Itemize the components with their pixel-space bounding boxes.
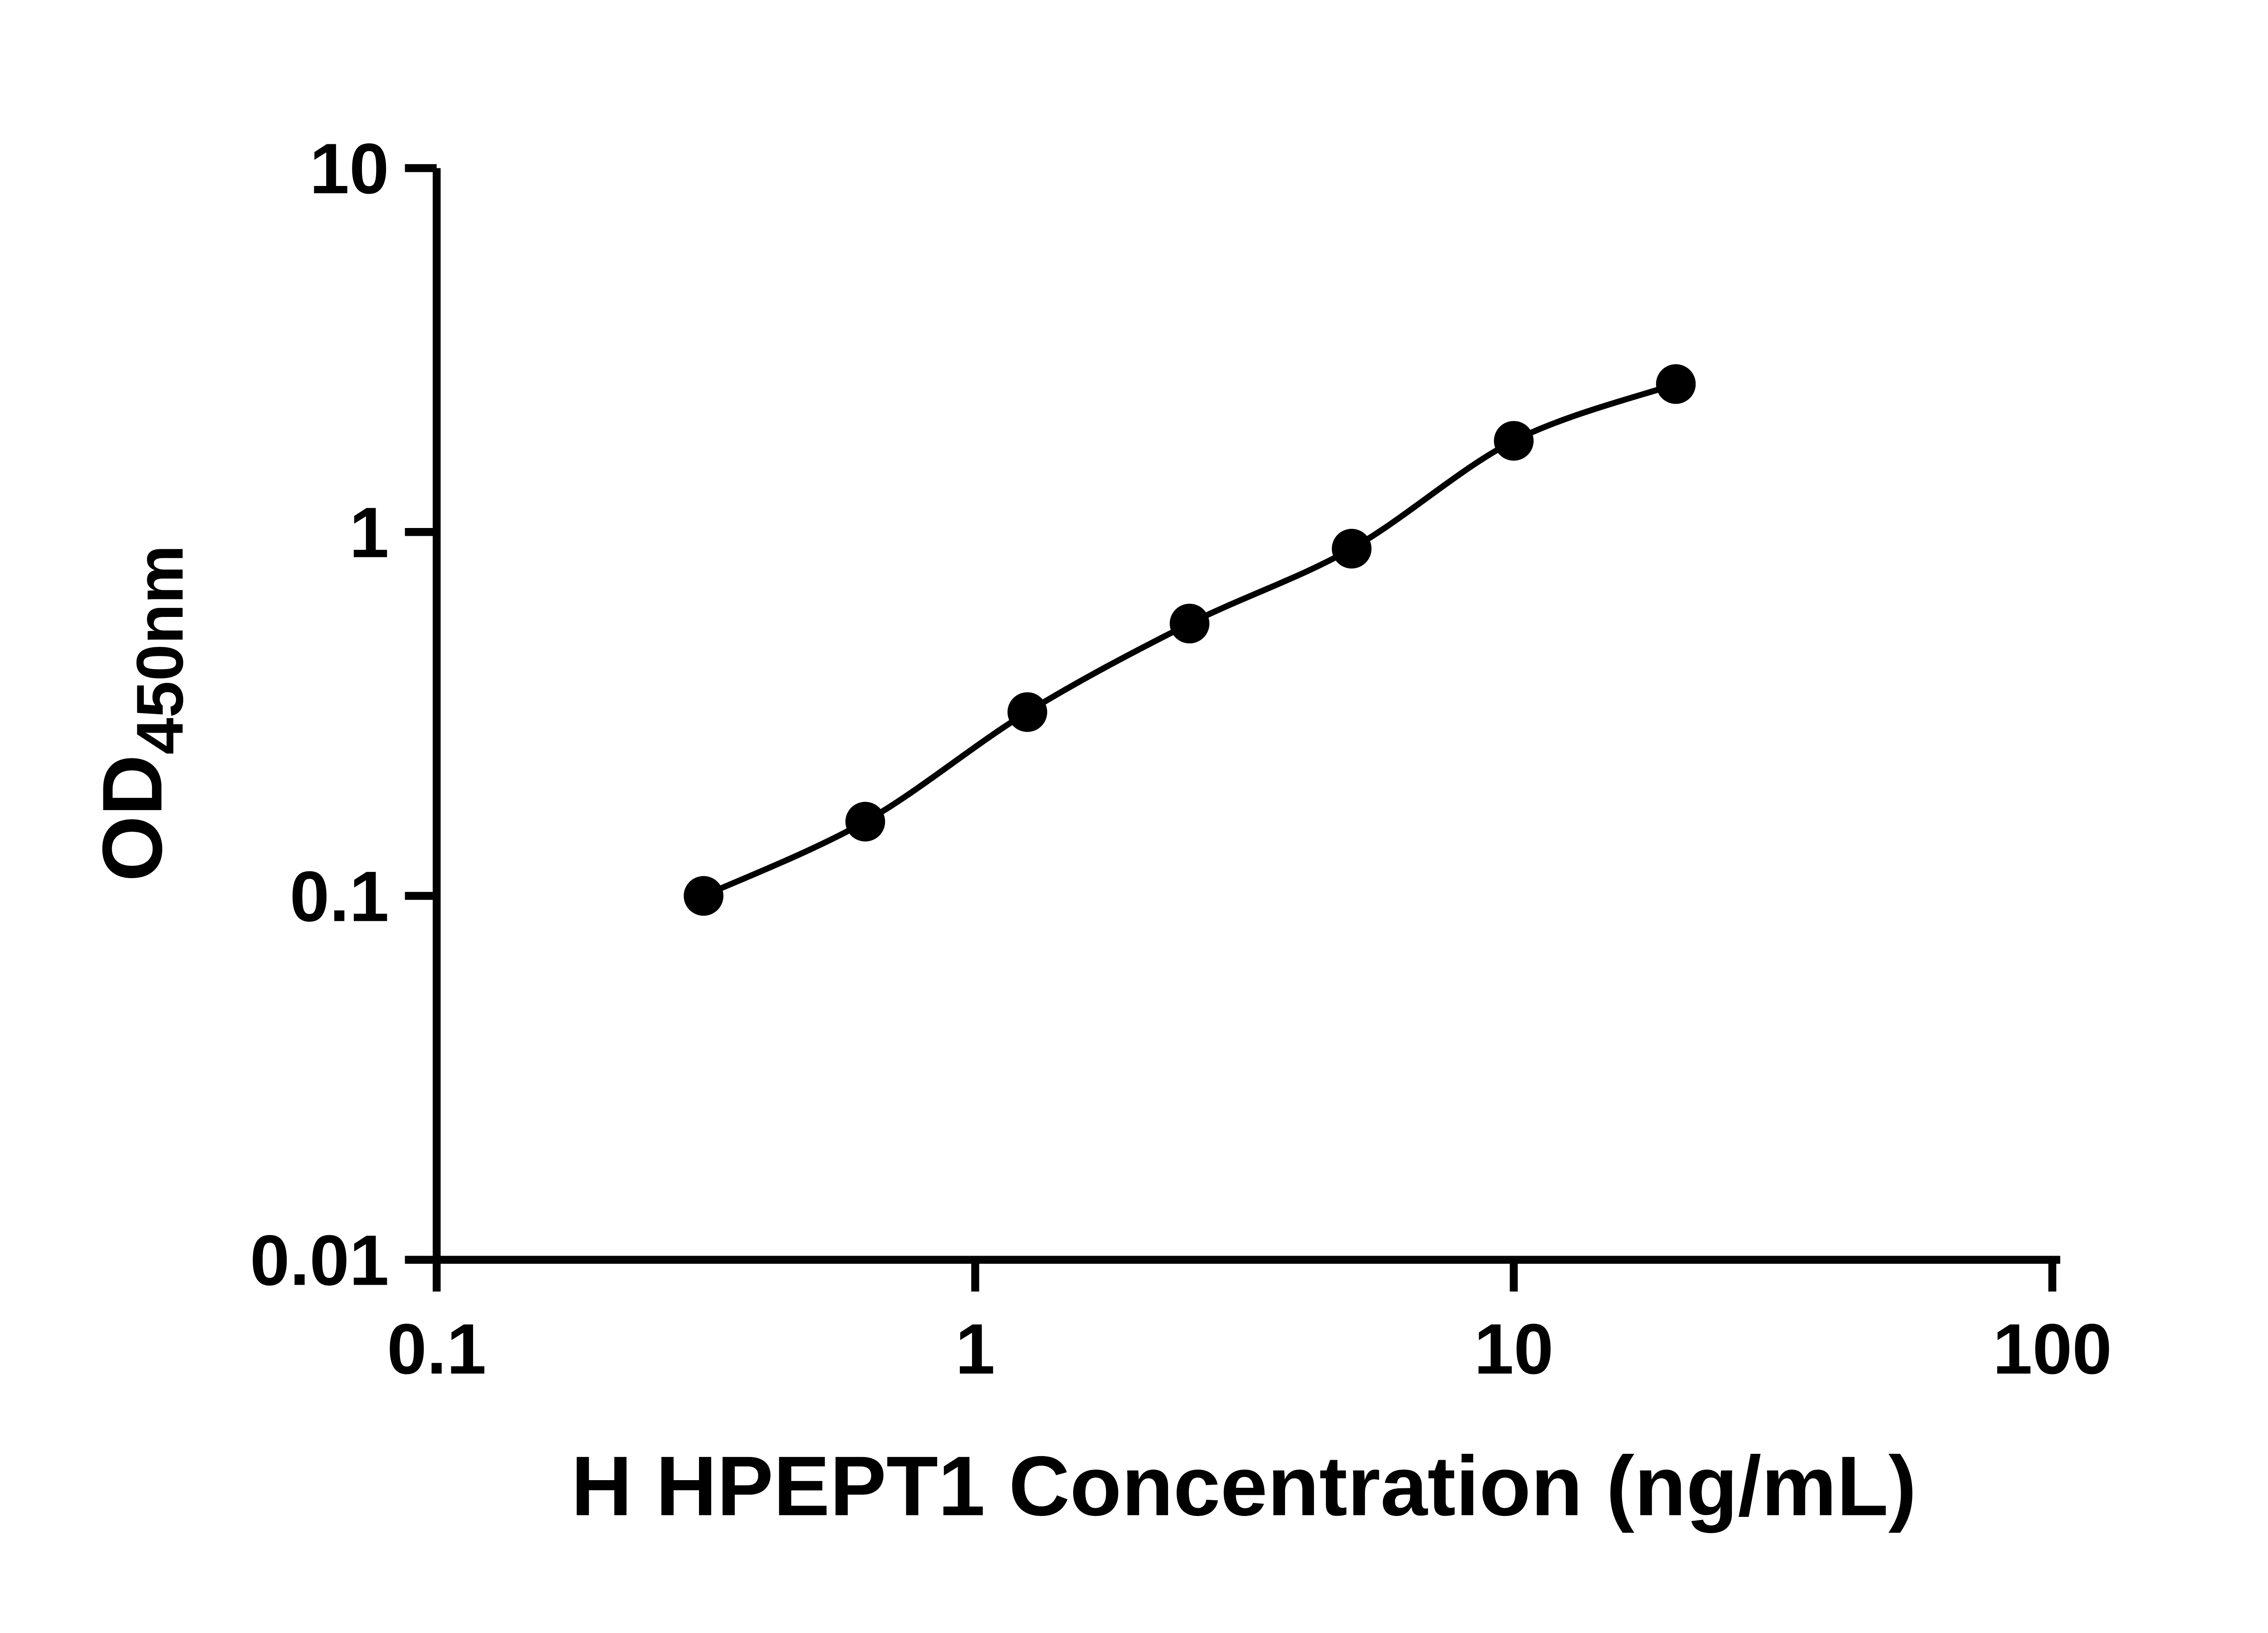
x-axis-title: H HPEPT1 Concentration (ng/mL) [571, 1438, 1916, 1533]
x-tick-label: 100 [1993, 1309, 2112, 1389]
series-layer [684, 364, 1696, 916]
data-point-5 [1332, 528, 1372, 569]
x-tick-label: 10 [1474, 1309, 1554, 1389]
data-point-6 [1494, 421, 1534, 461]
data-point-3 [1007, 692, 1047, 732]
x-tick-label: 1 [955, 1309, 995, 1389]
y-axis-title-main: OD [85, 755, 180, 882]
y-tick-label: 10 [309, 129, 389, 209]
y-axis-title-subscript: 450nm [123, 545, 197, 754]
data-point-1 [684, 876, 723, 916]
x-tick-label: 0.1 [387, 1309, 486, 1389]
data-point-7 [1656, 364, 1696, 404]
axis-frame [432, 168, 2061, 1264]
data-point-2 [845, 802, 885, 842]
data-point-4 [1169, 603, 1210, 644]
y-tick-label: 0.01 [250, 1221, 389, 1301]
y-tick-label: 1 [349, 493, 389, 572]
y-axis-title: OD450nm [85, 545, 197, 881]
y-tick-label: 0.1 [290, 856, 389, 936]
